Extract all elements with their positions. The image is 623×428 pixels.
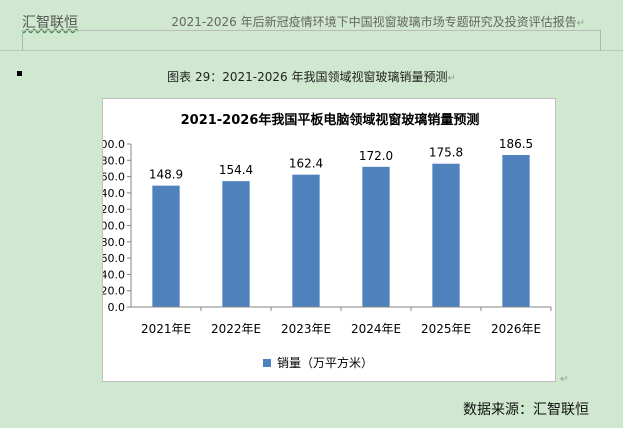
bar-data-label: 154.4: [219, 163, 253, 177]
margin-corner-right: [600, 30, 609, 50]
chart-title: 2021-2026年我国平板电脑领域视窗玻璃销量预测: [181, 112, 480, 128]
paragraph-mark-icon: ↵: [576, 18, 585, 29]
y-tick-label: 80.0: [103, 236, 125, 249]
legend: 销量（万平方米）: [263, 355, 373, 370]
legend-label: 销量（万平方米）: [277, 355, 373, 370]
y-tick-label: 160.0: [103, 171, 125, 184]
y-tick-label: 140.0: [103, 187, 125, 200]
bar-data-label: 162.4: [289, 157, 323, 171]
header-rule: [22, 30, 601, 31]
figure-caption: 图表 29：2021-2026 年我国领域视窗玻璃销量预测↵: [0, 68, 623, 85]
bar-data-label: 175.8: [429, 146, 463, 160]
y-tick-label: 100.0: [103, 220, 125, 233]
legend-swatch: [263, 359, 271, 367]
bar[interactable]: [222, 181, 250, 307]
header-left-text: 汇智联恒: [22, 15, 78, 31]
header-right-text: 2021-2026 年后新冠疫情环境下中国视窗玻璃市场专题研究及投资评估报告↵: [171, 13, 585, 30]
data-source-text: 数据来源：汇智联恒: [463, 402, 589, 418]
bar-data-label: 148.9: [149, 168, 183, 182]
bullet-icon: [17, 71, 22, 76]
y-tick-label: 40.0: [103, 268, 125, 281]
y-tick-label: 0.0: [108, 301, 126, 314]
y-tick-label: 60.0: [103, 252, 125, 265]
bar[interactable]: [432, 163, 460, 307]
bar[interactable]: [292, 174, 320, 307]
paragraph-mark-icon: ↵: [447, 73, 456, 84]
bars: 148.9 154.4 162.4 172.0 175.8 186.5: [149, 137, 533, 307]
figure-caption-text: 图表 29：2021-2026 年我国领域视窗玻璃销量预测: [167, 70, 448, 84]
margin-corner-left: [14, 30, 23, 50]
y-tick-label: 200.0: [103, 138, 125, 151]
x-tick-label: 2024年E: [351, 322, 401, 336]
y-tick-label: 120.0: [103, 203, 125, 216]
bar[interactable]: [152, 185, 180, 307]
bar-chart: 2021-2026年我国平板电脑领域视窗玻璃销量预测 0.0 20.0 40.0 60…: [103, 112, 552, 370]
x-axis: 2021年E 2022年E 2023年E 2024年E 2025年E 2026年E: [131, 306, 552, 336]
x-tick-label: 2026年E: [491, 322, 541, 336]
bar-data-label: 172.0: [359, 149, 393, 163]
bar-data-label: 186.5: [499, 137, 533, 151]
y-tick-label: 180.0: [103, 154, 125, 167]
x-tick-label: 2023年E: [281, 322, 331, 336]
x-tick-label: 2022年E: [211, 322, 261, 336]
chart-container[interactable]: 2021-2026年我国平板电脑领域视窗玻璃销量预测 0.0 20.0 40.0 60…: [102, 98, 556, 382]
header-divider: [0, 50, 623, 51]
x-tick-label: 2021年E: [141, 322, 191, 336]
header-right-title: 2021-2026 年后新冠疫情环境下中国视窗玻璃市场专题研究及投资评估报告: [171, 15, 577, 29]
x-tick-label: 2025年E: [421, 322, 471, 336]
bar[interactable]: [362, 166, 390, 307]
paragraph-mark-icon: ↵: [560, 374, 569, 385]
y-tick-label: 20.0: [103, 285, 125, 298]
y-axis: 0.0 20.0 40.0 60.0 80.0 100.0 120.0 140.0 160.0 1…: [103, 138, 132, 314]
bar[interactable]: [502, 155, 530, 307]
